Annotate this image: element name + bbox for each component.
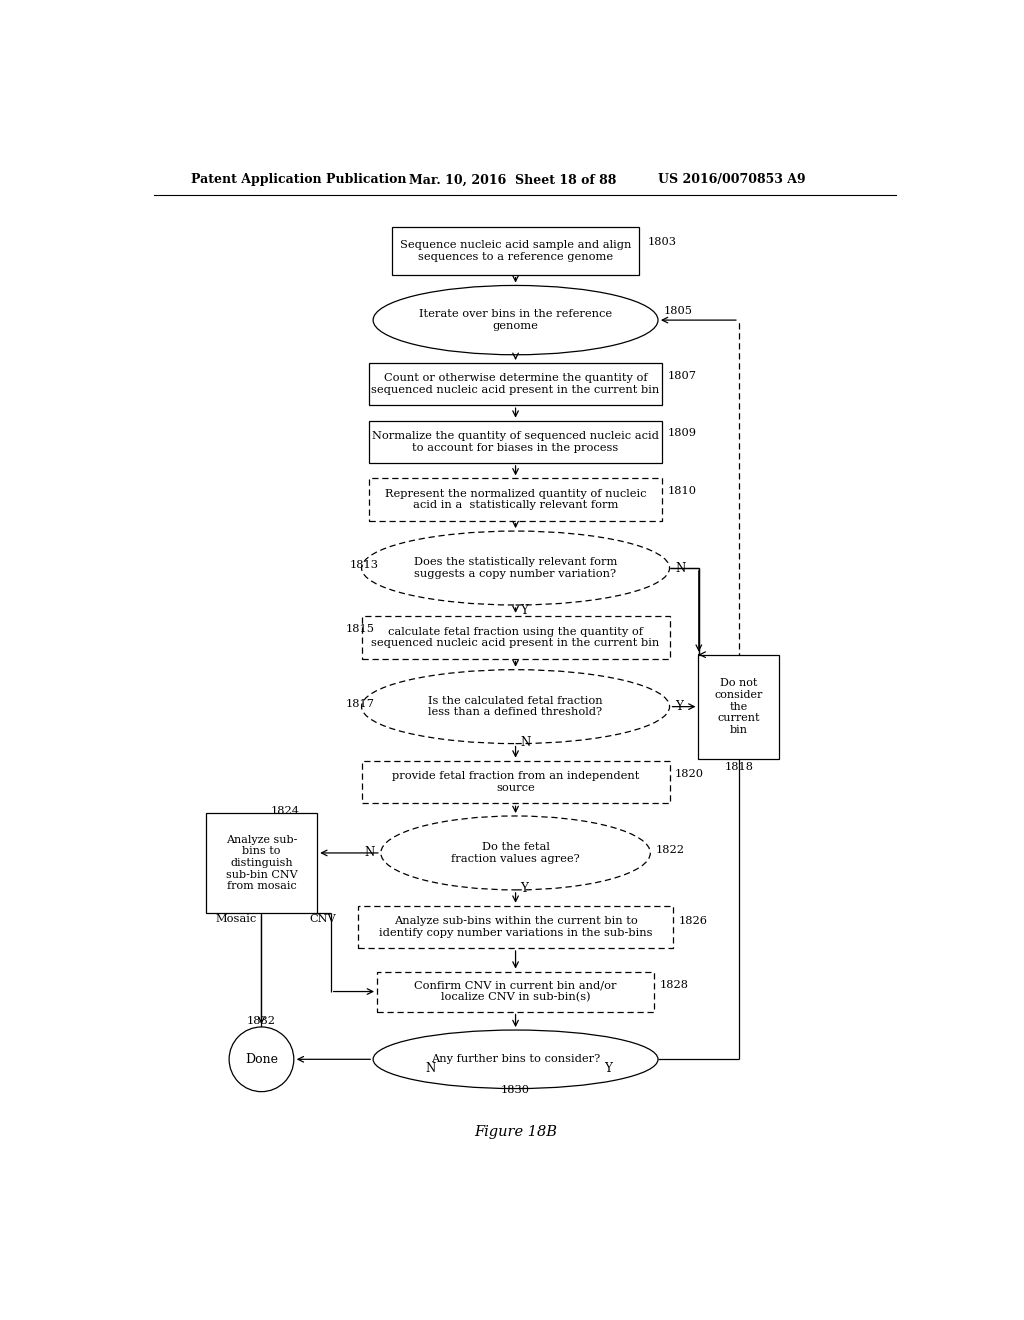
Text: 1805: 1805 (664, 306, 692, 315)
Text: calculate fetal fraction using the quantity of
sequenced nucleic acid present in: calculate fetal fraction using the quant… (372, 627, 659, 648)
Text: Represent the normalized quantity of nucleic
acid in a  statistically relevant f: Represent the normalized quantity of nuc… (385, 488, 646, 511)
Text: N: N (365, 846, 375, 859)
Text: US 2016/0070853 A9: US 2016/0070853 A9 (658, 173, 806, 186)
Text: 1803: 1803 (647, 236, 676, 247)
Ellipse shape (373, 285, 658, 355)
FancyBboxPatch shape (357, 906, 674, 948)
Text: Y: Y (604, 1063, 612, 1074)
FancyBboxPatch shape (370, 363, 662, 405)
Text: provide fetal fraction from an independent
source: provide fetal fraction from an independe… (392, 771, 639, 793)
Text: Analyze sub-bins within the current bin to
identify copy number variations in th: Analyze sub-bins within the current bin … (379, 916, 652, 937)
Text: 1826: 1826 (679, 916, 708, 925)
FancyBboxPatch shape (206, 813, 317, 913)
Text: 1807: 1807 (668, 371, 696, 380)
Text: Y: Y (520, 603, 528, 616)
Text: Do the fetal
fraction values agree?: Do the fetal fraction values agree? (452, 842, 580, 863)
Text: 1822: 1822 (655, 845, 685, 855)
Text: Does the statistically relevant form
suggests a copy number variation?: Does the statistically relevant form sug… (414, 557, 617, 579)
Text: N: N (675, 561, 685, 574)
Ellipse shape (361, 531, 670, 605)
Text: 1828: 1828 (659, 981, 688, 990)
Text: CNV: CNV (309, 915, 337, 924)
Text: Figure 18B: Figure 18B (474, 1126, 557, 1139)
Text: Mosaic: Mosaic (215, 915, 256, 924)
FancyBboxPatch shape (698, 655, 779, 759)
Text: N: N (426, 1063, 436, 1074)
Text: Analyze sub-
bins to
distinguish
sub-bin CNV
from mosaic: Analyze sub- bins to distinguish sub-bin… (225, 834, 297, 891)
Text: 1817: 1817 (346, 698, 375, 709)
Text: Patent Application Publication: Patent Application Publication (190, 173, 407, 186)
FancyBboxPatch shape (370, 421, 662, 463)
Text: Iterate over bins in the reference
genome: Iterate over bins in the reference genom… (419, 309, 612, 331)
Text: 1820: 1820 (675, 768, 703, 779)
Text: 1832: 1832 (247, 1016, 275, 1026)
FancyBboxPatch shape (370, 478, 662, 520)
Text: 1830: 1830 (501, 1085, 530, 1096)
FancyBboxPatch shape (361, 616, 670, 659)
Ellipse shape (361, 669, 670, 743)
Text: Count or otherwise determine the quantity of
sequenced nucleic acid present in t: Count or otherwise determine the quantit… (372, 374, 659, 395)
Circle shape (229, 1027, 294, 1092)
FancyBboxPatch shape (392, 227, 639, 275)
Text: Do not
consider
the
current
bin: Do not consider the current bin (715, 678, 763, 735)
Text: 1818: 1818 (724, 762, 754, 772)
Text: N: N (520, 735, 530, 748)
Text: Confirm CNV in current bin and/or
localize CNV in sub-bin(s): Confirm CNV in current bin and/or locali… (415, 981, 616, 1002)
Text: Normalize the quantity of sequenced nucleic acid
to account for biases in the pr: Normalize the quantity of sequenced nucl… (372, 430, 659, 453)
Text: 1815: 1815 (346, 624, 375, 634)
Text: Sequence nucleic acid sample and align
sequences to a reference genome: Sequence nucleic acid sample and align s… (400, 240, 631, 261)
Ellipse shape (373, 1030, 658, 1089)
FancyBboxPatch shape (361, 760, 670, 804)
Text: Any further bins to consider?: Any further bins to consider? (431, 1055, 600, 1064)
Text: Mar. 10, 2016  Sheet 18 of 88: Mar. 10, 2016 Sheet 18 of 88 (410, 173, 616, 186)
Text: Done: Done (245, 1053, 278, 1065)
Text: Y: Y (675, 700, 683, 713)
FancyBboxPatch shape (377, 972, 654, 1011)
Text: Is the calculated fetal fraction
less than a defined threshold?: Is the calculated fetal fraction less th… (428, 696, 603, 718)
Text: 1810: 1810 (668, 486, 696, 496)
Text: 1824: 1824 (270, 807, 300, 816)
Text: Y: Y (520, 882, 528, 895)
Ellipse shape (381, 816, 650, 890)
Text: 1809: 1809 (668, 428, 696, 438)
Text: 1813: 1813 (349, 560, 379, 570)
